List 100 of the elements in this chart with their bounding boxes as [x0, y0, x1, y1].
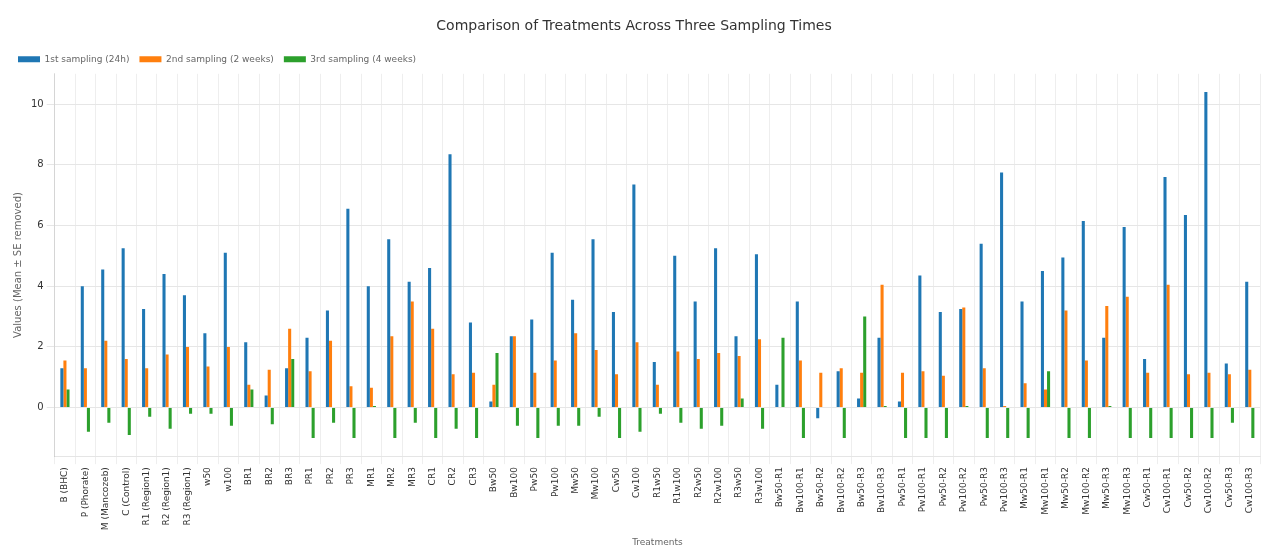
bar	[1122, 227, 1126, 408]
bar	[492, 384, 496, 408]
x-tick-label: Mw100-R1	[1039, 467, 1050, 515]
bar	[877, 337, 881, 408]
bar	[673, 255, 677, 408]
bar	[921, 371, 925, 408]
x-tick-label: Pw50	[529, 466, 540, 492]
bar	[591, 239, 595, 408]
bar	[1163, 176, 1167, 408]
bar	[1040, 271, 1044, 408]
bar	[714, 248, 718, 408]
bar	[1224, 363, 1228, 408]
bar	[1128, 408, 1132, 438]
bar	[530, 319, 534, 408]
bar	[1210, 408, 1214, 438]
bar	[819, 372, 823, 408]
x-tick-label: Pw50-R3	[978, 467, 989, 507]
bar	[305, 337, 309, 408]
bar	[533, 372, 537, 408]
bar	[206, 366, 210, 408]
bar	[124, 359, 128, 408]
x-tick-label: Pw100-R1	[917, 467, 928, 513]
x-tick-label: CR2	[447, 467, 458, 486]
x-tick-label: R1w100	[672, 466, 683, 504]
bar	[168, 408, 172, 429]
bar	[1251, 408, 1255, 438]
bar	[189, 408, 193, 414]
bar	[1183, 214, 1187, 408]
bar	[816, 408, 820, 419]
bar	[614, 374, 619, 408]
bar	[145, 368, 149, 408]
bar	[325, 310, 329, 408]
bar	[696, 359, 700, 408]
bar	[655, 384, 659, 408]
x-tick-label: Cw100-R2	[1203, 467, 1214, 514]
x-tick-label: MR2	[386, 467, 397, 487]
x-tick-label: Bw50-R1	[774, 467, 785, 508]
x-tick-label: Cw100-R3	[1244, 467, 1255, 514]
x-tick-label: Pw100-R2	[958, 467, 969, 513]
bar	[1006, 408, 1010, 438]
bar	[985, 408, 989, 438]
bar	[63, 360, 67, 408]
x-tick-label: MR1	[365, 467, 376, 487]
bar	[795, 301, 799, 408]
bar	[107, 408, 111, 423]
bar	[328, 340, 333, 408]
x-tick-label: CR3	[467, 467, 478, 486]
x-tick-label: Mw100-R2	[1080, 467, 1091, 515]
bar	[982, 368, 986, 408]
bar	[1143, 359, 1147, 408]
x-tick-label: MR3	[406, 467, 417, 487]
bar	[387, 239, 391, 408]
x-tick-label: R2w50	[692, 466, 703, 498]
bar	[676, 351, 680, 408]
bar	[734, 336, 738, 408]
bar	[451, 374, 455, 408]
bar	[717, 352, 721, 408]
bar	[1105, 305, 1109, 408]
bar	[1047, 371, 1051, 408]
bar	[553, 360, 557, 408]
bar	[471, 372, 476, 408]
x-tick-label: Bw100-R1	[794, 467, 805, 514]
bar	[369, 387, 373, 408]
bar	[407, 281, 411, 408]
x-tick-label: R1 (Region1)	[141, 467, 151, 526]
y-tick-label: 2	[37, 340, 44, 352]
x-tick-label: Cw50	[610, 466, 621, 493]
bar	[308, 371, 312, 408]
legend-label: 3rd sampling (4 weeks)	[310, 53, 417, 64]
bar	[658, 408, 662, 414]
x-tick-label: Mw50-R1	[1019, 467, 1030, 509]
bar	[761, 408, 765, 429]
y-tick-label: 4	[37, 279, 44, 291]
x-tick-label: BR3	[283, 467, 294, 486]
bar	[393, 408, 397, 438]
bar	[1061, 257, 1065, 408]
x-tick-label: Mw50	[569, 466, 580, 494]
bar	[1102, 337, 1106, 408]
bar	[1081, 220, 1085, 408]
x-tick-label: R2w100	[712, 466, 723, 504]
bar	[434, 408, 438, 438]
bar	[1043, 389, 1048, 408]
x-tick-label: R3w50	[733, 466, 744, 498]
bar	[571, 299, 575, 408]
bar	[632, 184, 636, 408]
bar	[349, 386, 353, 408]
bar	[332, 408, 336, 423]
y-axis-title: Values (Mean ± SE removed)	[11, 191, 23, 338]
x-tick-label: Mw50-R2	[1060, 467, 1071, 509]
bar	[1204, 92, 1208, 408]
x-tick-label: BR2	[263, 467, 274, 486]
bar	[880, 284, 884, 408]
bar	[264, 395, 268, 408]
bar	[737, 356, 741, 408]
bar	[270, 408, 274, 425]
bar	[720, 408, 724, 426]
bar	[66, 389, 70, 408]
bar	[285, 368, 289, 408]
bar	[515, 408, 519, 426]
bar	[267, 369, 271, 408]
